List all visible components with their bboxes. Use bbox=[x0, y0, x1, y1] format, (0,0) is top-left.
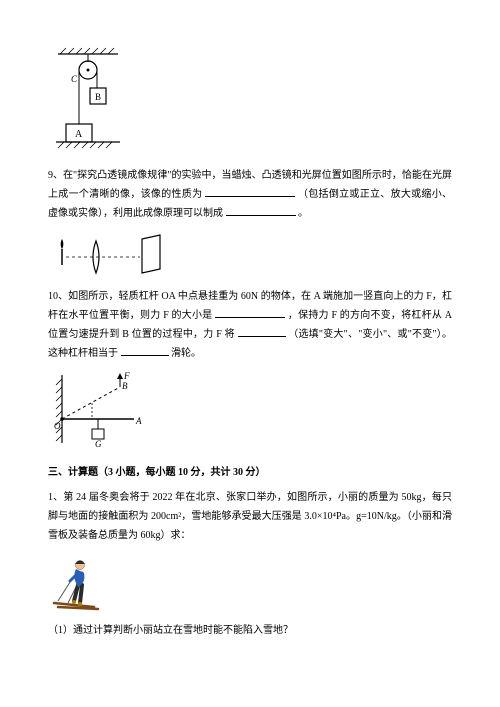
skier-svg bbox=[48, 551, 118, 611]
lens-svg bbox=[48, 229, 168, 277]
figure-lever: O A B F G bbox=[48, 369, 452, 449]
q9-blank-1 bbox=[205, 187, 295, 197]
lever-svg: O A B F G bbox=[48, 369, 158, 449]
question-3-1-sub1: （1）通过计算判断小丽站立在雪地时能不能陷入雪地？ bbox=[48, 621, 452, 640]
question-10: 10、如图所示，轻质杠杆 OA 中点悬挂重为 60N 的物体，在 A 端施加一竖… bbox=[48, 287, 452, 363]
box-b-label: B bbox=[95, 92, 101, 102]
section-3-title: 三、计算题（3 小题，每小题 10 分，共计 30 分） bbox=[48, 463, 452, 482]
q9-blank-2 bbox=[226, 206, 296, 216]
figure-pulley: C B A bbox=[48, 46, 452, 156]
label-G: G bbox=[95, 439, 102, 449]
q9-tail: 。 bbox=[298, 208, 308, 219]
label-B: B bbox=[122, 381, 128, 391]
question-3-1: 1、第 24 届冬奥会将于 2022 年在北京、张家口举办，如图所示，小丽的质量… bbox=[48, 488, 452, 545]
label-F: F bbox=[123, 371, 130, 381]
q10-tail: 滑轮。 bbox=[171, 348, 201, 359]
box-a-label: A bbox=[75, 129, 83, 140]
rope-label: C bbox=[71, 74, 78, 84]
label-A: A bbox=[135, 416, 142, 426]
q10-blank-1 bbox=[215, 308, 285, 318]
figure-skier bbox=[48, 551, 452, 611]
figure-lens bbox=[48, 229, 452, 277]
question-9: 9、在"探究凸透镜成像规律"的实验中，当蜡烛、凸透镜和光屏位置如图所示时，恰能在… bbox=[48, 166, 452, 223]
label-O: O bbox=[54, 421, 61, 431]
pulley-svg: C B A bbox=[48, 46, 138, 156]
q10-blank-3 bbox=[121, 346, 169, 356]
q10-blank-2 bbox=[238, 327, 286, 337]
